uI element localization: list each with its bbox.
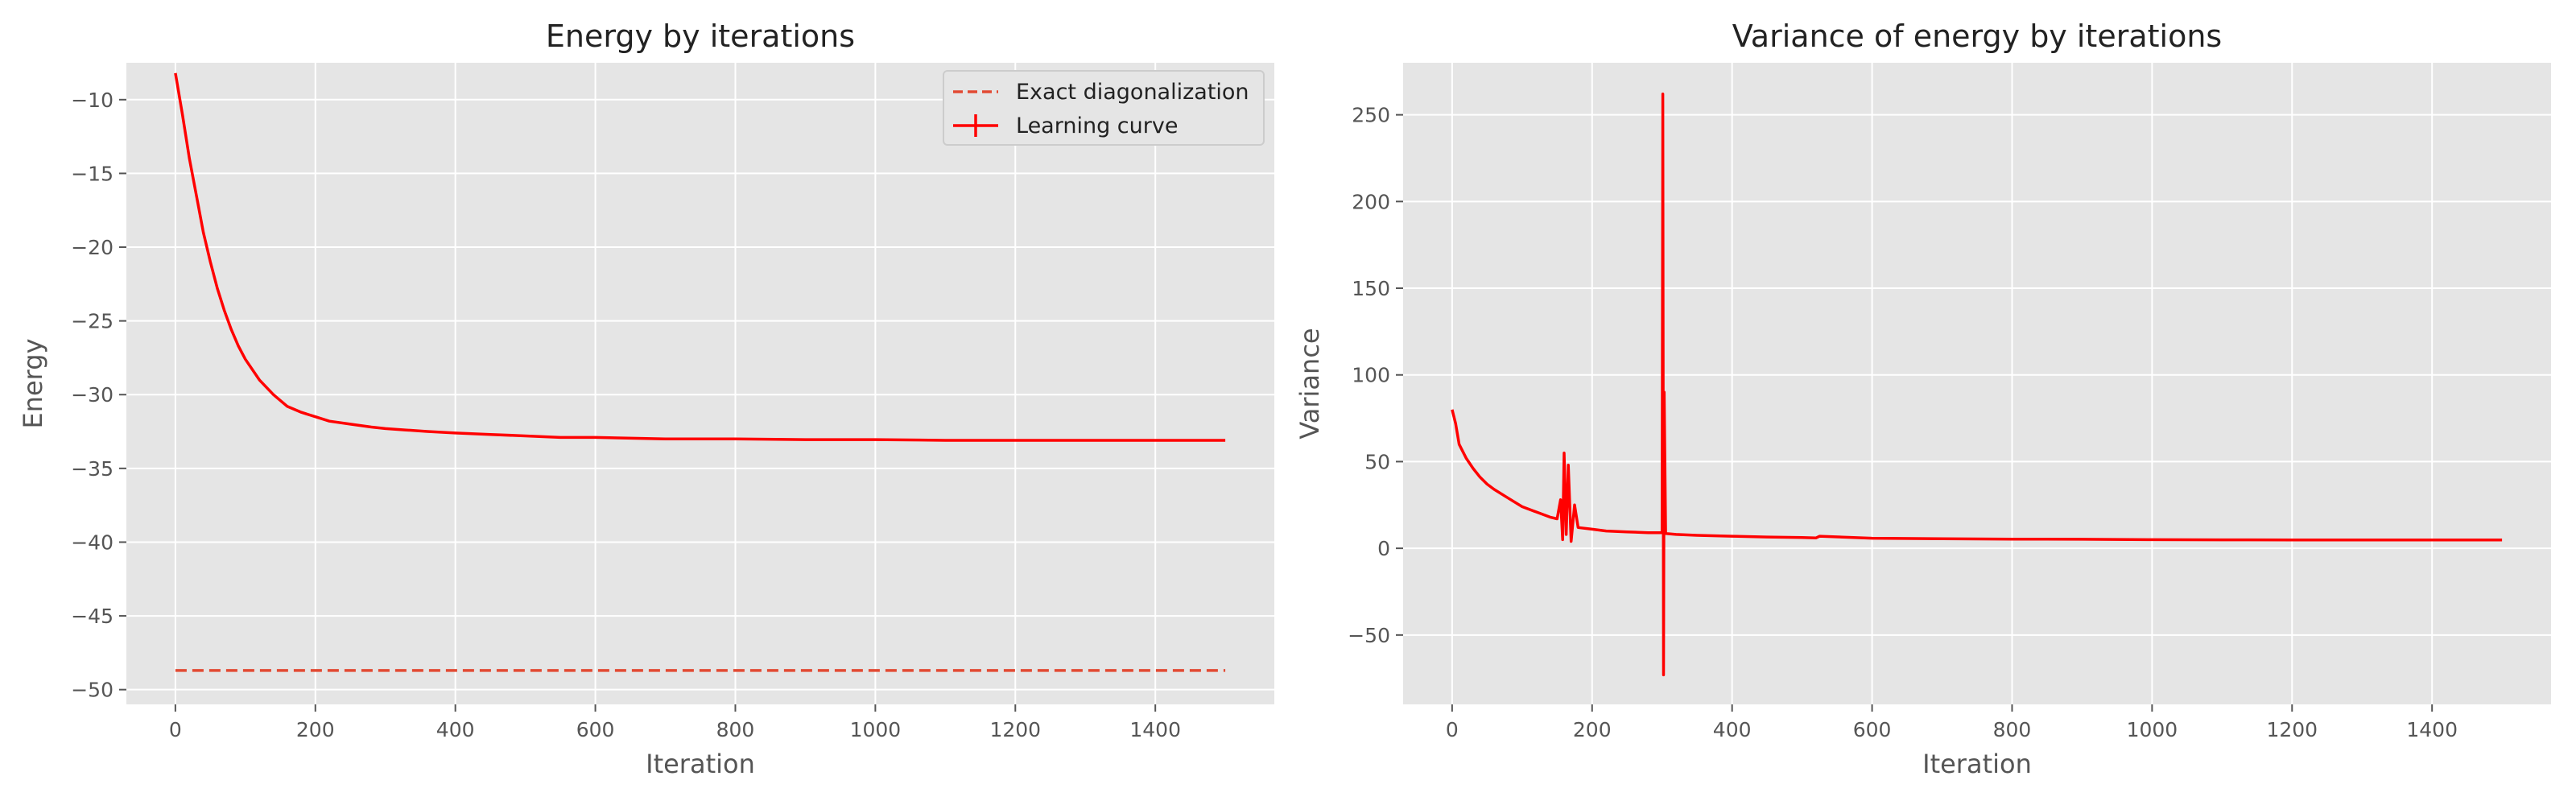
variance-y-tick-label: 50: [1364, 450, 1390, 473]
legend-entry-label: Exact diagonalization: [1016, 80, 1249, 105]
energy-x-axis-label: Iteration: [646, 749, 755, 779]
variance-x-tick-label: 1200: [2266, 718, 2318, 741]
legend-box: [943, 70, 1265, 146]
energy-y-tick-label: −40: [71, 530, 114, 554]
variance-chart: 0 200 400 600 800 1000 1200 1400 250 200 150 100 50 0…: [1294, 19, 2551, 779]
energy-x-tick-label: 800: [716, 718, 755, 741]
energy-y-tick-label: −20: [71, 236, 114, 259]
variance-x-tick-label: 1000: [2127, 718, 2178, 741]
legend-entry-label: Learning curve: [1016, 114, 1178, 138]
energy-x-tick-label: 1000: [850, 718, 902, 741]
energy-y-tick-label: −10: [71, 89, 114, 112]
variance-y-tick-label: 100: [1352, 364, 1390, 387]
variance-y-axis-label: Variance: [1294, 328, 1325, 439]
energy-legend: Exact diagonalization Learning curve: [943, 70, 1265, 146]
energy-y-tick-label: −25: [71, 310, 114, 333]
energy-chart: 0 200 400 600 800 1000 1200 1400 −10 −15 −20 −25 −30…: [18, 19, 1274, 779]
variance-x-tick-label: 0: [1446, 718, 1459, 741]
variance-x-tick-label: 200: [1573, 718, 1612, 741]
energy-y-tick-label: −35: [71, 457, 114, 481]
variance-y-tick-label: 250: [1352, 104, 1390, 127]
energy-y-tick-label: −50: [71, 679, 114, 702]
variance-x-tick-label: 400: [1713, 718, 1752, 741]
energy-x-tick-label: 1400: [1129, 718, 1181, 741]
energy-series-line: [174, 72, 1226, 442]
energy-chart-title: Energy by iterations: [546, 19, 855, 54]
variance-chart-title: Variance of energy by iterations: [1732, 19, 2222, 54]
variance-y-tick-label: 150: [1352, 277, 1390, 300]
energy-plot-area: [126, 63, 1274, 704]
variance-x-tick-label: 1400: [2406, 718, 2458, 741]
variance-y-tick-label: 200: [1352, 190, 1390, 213]
energy-y-tick-label: −30: [71, 383, 114, 407]
variance-plot-area: [1403, 63, 2551, 704]
variance-x-tick-label: 600: [1853, 718, 1892, 741]
variance-y-tick-label: 0: [1377, 537, 1390, 560]
variance-series-line: [1451, 93, 2503, 677]
energy-x-tick-label: 600: [576, 718, 615, 741]
energy-x-tick-label: 400: [436, 718, 475, 741]
energy-x-tick-label: 0: [169, 718, 182, 741]
energy-y-tick-label: −45: [71, 605, 114, 628]
energy-y-tick-label: −15: [71, 162, 114, 185]
energy-y-axis-label: Energy: [18, 338, 48, 428]
energy-x-tick-label: 200: [296, 718, 335, 741]
variance-y-tick-label: −50: [1348, 624, 1390, 647]
variance-x-axis-label: Iteration: [1922, 749, 2032, 779]
energy-x-tick-label: 1200: [989, 718, 1041, 741]
variance-x-tick-label: 800: [1993, 718, 2032, 741]
